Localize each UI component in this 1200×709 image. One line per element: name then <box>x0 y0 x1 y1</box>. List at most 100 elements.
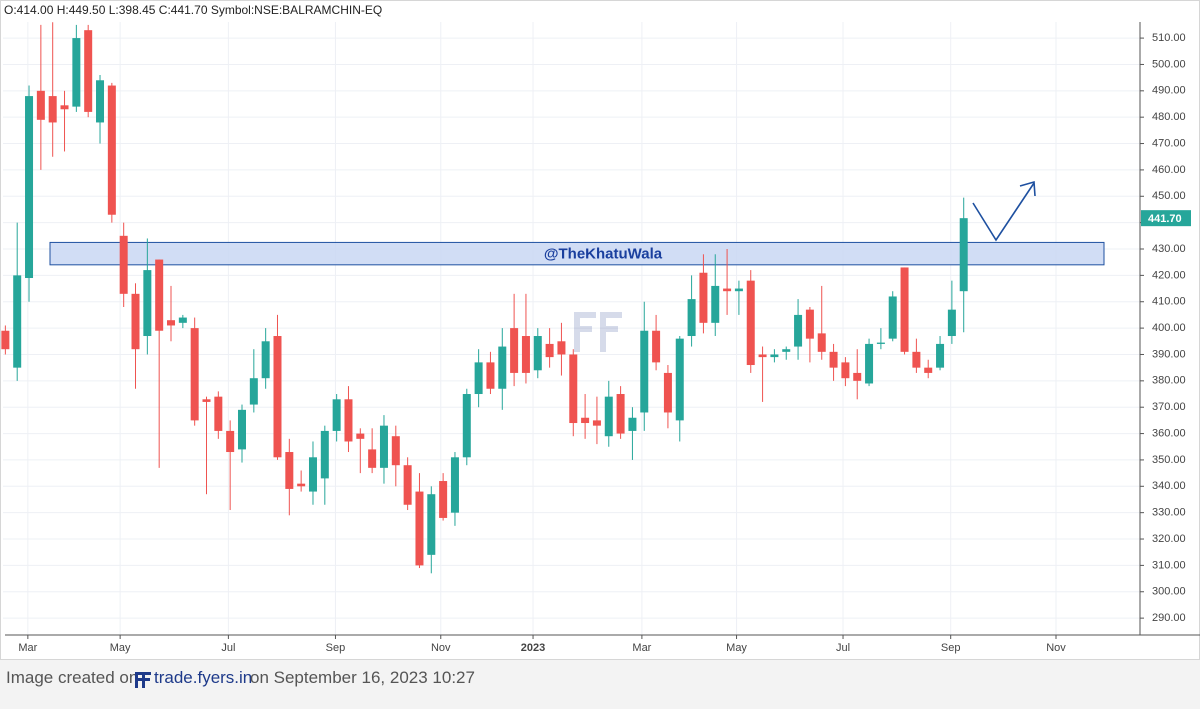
candle-body <box>498 346 507 389</box>
candle-body <box>143 270 152 337</box>
candle-body <box>214 396 223 431</box>
y-tick-label: 330.00 <box>1152 507 1186 519</box>
x-tick-label: Nov <box>1046 642 1066 654</box>
candle-body <box>178 317 187 323</box>
candle-body <box>403 465 412 505</box>
y-tick-label: 500.00 <box>1152 58 1186 70</box>
candle-body <box>356 433 365 439</box>
candle-body <box>900 267 909 352</box>
y-tick-label: 290.00 <box>1152 612 1186 624</box>
x-tick-label: Mar <box>632 642 651 654</box>
candle-body <box>131 293 140 350</box>
x-tick-label: Sep <box>326 642 346 654</box>
candle-body <box>947 309 956 337</box>
y-tick-label: 450.00 <box>1152 190 1186 202</box>
candle-body <box>155 259 164 331</box>
candle-body <box>226 430 235 453</box>
candle-body <box>569 354 578 424</box>
candle-body <box>699 272 708 323</box>
candle-body <box>782 349 791 352</box>
candle-body <box>415 491 424 566</box>
candle-body <box>107 85 116 215</box>
candle-body <box>805 309 814 339</box>
candle-body <box>190 328 199 421</box>
candle-body <box>865 343 874 384</box>
candle-body <box>841 362 850 379</box>
candle-body <box>652 330 661 363</box>
candle-body <box>462 394 471 458</box>
candle-body <box>557 341 566 355</box>
footer-prefix: Image created on <box>6 668 139 687</box>
candle-body <box>273 336 282 458</box>
fyers-logo <box>135 672 151 688</box>
zone-text: @TheKhatuWala <box>544 246 663 263</box>
candle-body <box>521 336 530 373</box>
candle-body <box>604 396 613 437</box>
last-price-label: 441.70 <box>1148 213 1182 225</box>
candle-body <box>640 330 649 413</box>
candle-body <box>320 430 329 479</box>
candle-body <box>711 285 720 323</box>
candle-body <box>628 417 637 431</box>
candle-body <box>249 378 258 405</box>
x-tick-label: Sep <box>941 642 961 654</box>
y-tick-label: 400.00 <box>1152 322 1186 334</box>
arrow-head <box>1019 180 1036 197</box>
y-tick-label: 420.00 <box>1152 269 1186 281</box>
x-tick-label: 2023 <box>521 642 545 654</box>
chart: @TheKhatuWala 290.00 300.00 310.00 320.00 33… <box>0 0 1200 660</box>
candle-body <box>36 90 45 120</box>
x-tick-label: Jul <box>221 642 235 654</box>
candle-body <box>936 343 945 368</box>
y-tick-label: 430.00 <box>1152 243 1186 255</box>
candle-body <box>663 372 672 413</box>
x-tick-label: Nov <box>431 642 451 654</box>
y-tick-label: 410.00 <box>1152 296 1186 308</box>
y-tick-label: 460.00 <box>1152 164 1186 176</box>
candle-body <box>912 351 921 368</box>
candle-body <box>261 341 270 379</box>
y-tick-label: 490.00 <box>1152 85 1186 97</box>
candle-body <box>758 354 767 358</box>
candle-body <box>876 342 885 344</box>
y-tick-label: 370.00 <box>1152 401 1186 413</box>
y-tick-label: 360.00 <box>1152 427 1186 439</box>
candle-body <box>119 235 128 294</box>
candle-body <box>734 288 743 292</box>
candle-body <box>285 452 294 489</box>
y-tick-label: 480.00 <box>1152 111 1186 123</box>
candle-body <box>13 275 22 368</box>
x-tick-label: Jul <box>836 642 850 654</box>
candle-body <box>592 420 601 426</box>
candle-body <box>924 367 933 373</box>
candle-body <box>427 494 436 555</box>
candle-body <box>687 299 696 337</box>
candle-body <box>770 354 779 358</box>
x-tick-label: May <box>110 642 131 654</box>
y-tick-label: 320.00 <box>1152 533 1186 545</box>
y-tick-label: 510.00 <box>1152 32 1186 44</box>
watermark <box>574 312 622 352</box>
candle-body <box>25 96 34 279</box>
zone-box <box>49 241 1105 266</box>
candle-body <box>581 417 590 424</box>
candle-body <box>84 30 93 112</box>
candle-body <box>379 425 388 468</box>
arrow <box>972 180 1036 242</box>
candle-body <box>297 483 306 487</box>
y-tick-label: 340.00 <box>1152 480 1186 492</box>
y-tick-label: 380.00 <box>1152 375 1186 387</box>
candle-body <box>391 436 400 466</box>
candle-body <box>1 330 10 350</box>
candle-body <box>723 288 732 292</box>
candle-body <box>332 399 341 431</box>
candle-body <box>48 96 57 123</box>
candle-body <box>533 336 542 371</box>
candle-body <box>959 218 968 292</box>
candle-body <box>439 481 448 518</box>
candle-body <box>888 296 897 339</box>
footer: Image created on trade.fyers.in on Septe… <box>0 660 1200 709</box>
footer-suffix: on September 16, 2023 10:27 <box>250 668 475 687</box>
candle-body <box>450 457 459 513</box>
